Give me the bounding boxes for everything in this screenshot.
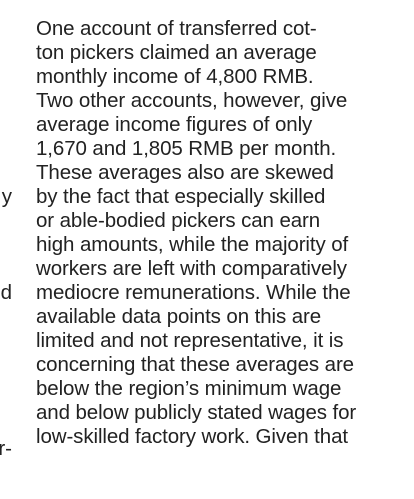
text-line: workers are left with comparatively [36,257,347,280]
text-line: These averages also are skewed [36,161,334,184]
text-line: below the region’s minimum wage [36,377,342,400]
text-line: mediocre remunerations. While the [36,281,351,304]
text-line: by the fact that especially skilled [36,185,326,208]
text-line: Two other accounts, however, give [36,89,348,112]
text-line: One account of transferred cot- [36,17,317,40]
text-line: and below publicly stated wages for [36,401,357,424]
text-line: 1,670 and 1,805 RMB per month. [36,137,337,160]
fragment-r: r- [0,437,12,460]
text-line: or able-bodied pickers can earn [36,209,321,232]
previous-column-fragment: y d r- [0,0,14,499]
text-line: available data points on this are [36,305,322,328]
fragment-d: d [0,281,12,304]
text-line: concerning that these averages are [36,353,354,376]
text-line: ton pickers claimed an average [36,41,317,64]
text-line: limited and not representative, it is [36,329,344,352]
text-line: monthly income of 4,800 RMB. [36,65,314,88]
text-line: low-skilled factory work. Given that [36,425,348,448]
text-line: high amounts, while the majority of [36,233,349,256]
fragment-y: y [1,185,12,208]
body-paragraph: One account of transferred cot- ton pick… [36,17,414,449]
text-line: average income figures of only [36,113,313,136]
